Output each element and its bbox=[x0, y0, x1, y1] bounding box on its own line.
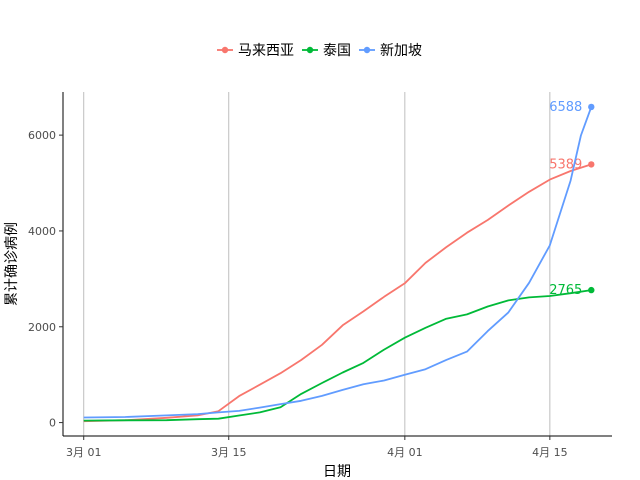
end-value-label: 2765 bbox=[549, 283, 582, 298]
legend-key-marker bbox=[306, 46, 314, 54]
legend: 马来西亚 泰国 新加坡 bbox=[217, 43, 422, 59]
x-tick-label: 4月 15 bbox=[532, 446, 568, 459]
x-tick-label: 3月 15 bbox=[211, 446, 247, 459]
series-line bbox=[83, 163, 592, 423]
legend-key-marker bbox=[363, 46, 371, 54]
series-2: 2765 bbox=[83, 283, 595, 422]
series-line bbox=[83, 289, 592, 422]
end-value-label: 5389 bbox=[549, 157, 582, 172]
x-tick-label: 3月 01 bbox=[66, 446, 102, 459]
legend-key-marker bbox=[221, 46, 229, 54]
end-value-label: 6588 bbox=[549, 100, 582, 115]
legend-label: 马来西亚 bbox=[238, 43, 294, 59]
legend-item: 马来西亚 bbox=[217, 43, 294, 59]
legend-label: 新加坡 bbox=[380, 43, 422, 59]
end-point-marker bbox=[588, 286, 595, 294]
ticks: 3月 01 3月 15 4月 01 4月 15 0 2000 4000 6000 bbox=[28, 129, 568, 459]
series-layer: 5389 2765 6588 bbox=[83, 100, 595, 423]
end-point-marker bbox=[588, 161, 595, 168]
y-tick-label: 2000 bbox=[28, 321, 56, 334]
legend-item: 新加坡 bbox=[359, 43, 422, 59]
y-tick-label: 0 bbox=[49, 417, 56, 430]
legend-label: 泰国 bbox=[323, 43, 351, 59]
y-tick-label: 6000 bbox=[28, 129, 56, 142]
y-tick-label: 4000 bbox=[28, 225, 56, 238]
x-axis-title: 日期 bbox=[323, 464, 351, 480]
series-3: 6588 bbox=[83, 100, 595, 419]
series-1: 5389 bbox=[83, 157, 595, 423]
legend-item: 泰国 bbox=[302, 43, 351, 59]
axes bbox=[62, 92, 612, 437]
y-axis-title: 累计确诊病例 bbox=[4, 222, 20, 306]
gridlines bbox=[83, 92, 551, 436]
end-point-marker bbox=[588, 103, 595, 111]
series-line bbox=[83, 106, 593, 419]
x-tick-label: 4月 01 bbox=[387, 446, 423, 459]
